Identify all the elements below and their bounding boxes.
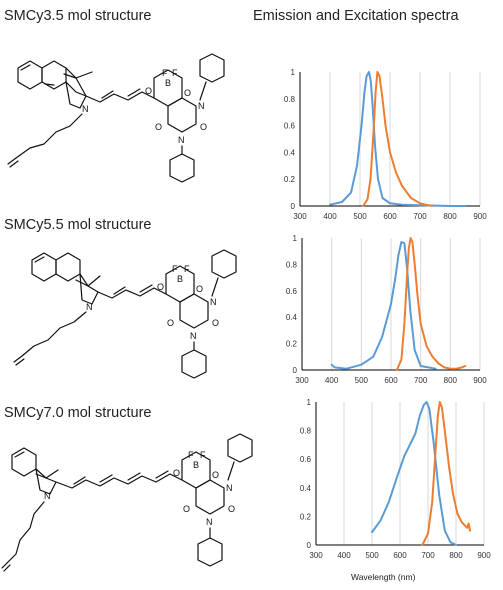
- x-tick-label-2-300: 300: [295, 376, 309, 385]
- atom-b-2: B: [177, 274, 183, 284]
- atom-o-10: O: [212, 470, 219, 480]
- atom-o-12: O: [183, 504, 190, 514]
- x-tick-label-3-600: 600: [393, 551, 407, 560]
- atom-n-7: N: [44, 491, 51, 501]
- x-tick-label-1-800: 800: [443, 212, 457, 221]
- atom-n-1: N: [82, 104, 89, 114]
- atom-f-3: F: [172, 264, 178, 274]
- y-tick-label-1-0.4: 0.4: [284, 148, 296, 157]
- atom-b-3: B: [193, 460, 199, 470]
- atom-o-7: O: [212, 318, 219, 328]
- spectra-title: Emission and Excitation spectra: [253, 8, 459, 24]
- x-tick-label-3-900: 900: [477, 551, 491, 560]
- atom-o-6: O: [196, 284, 203, 294]
- atom-n-5: N: [210, 297, 217, 307]
- atom-n-2: N: [198, 101, 205, 111]
- x-tick-label-1-600: 600: [383, 212, 397, 221]
- y-tick-label-2-0: 0: [293, 366, 298, 375]
- x-tick-label-1-900: 900: [473, 212, 487, 221]
- atom-f-1: F: [162, 68, 168, 78]
- x-tick-label-1-500: 500: [353, 212, 367, 221]
- x-tick-label-3-500: 500: [365, 551, 379, 560]
- atom-f-5: F: [188, 450, 194, 460]
- atom-n-3: N: [178, 135, 185, 145]
- atom-o-2: O: [184, 88, 191, 98]
- y-tick-label-2-0.2: 0.2: [286, 340, 298, 349]
- x-tick-label-2-600: 600: [384, 376, 398, 385]
- x-tick-label-2-900: 900: [473, 376, 487, 385]
- y-tick-label-2-1: 1: [293, 234, 298, 243]
- series-line-1-1: [329, 71, 466, 207]
- atom-b-1: B: [165, 78, 171, 88]
- x-tick-label-2-400: 400: [325, 376, 339, 385]
- x-tick-label-1-700: 700: [413, 212, 427, 221]
- atom-o-4: O: [155, 122, 162, 132]
- series-line-2-2: [395, 237, 467, 371]
- y-tick-label-1-0.6: 0.6: [284, 122, 296, 131]
- structure-title-1: SMCy3.5 mol structure: [4, 8, 152, 24]
- y-tick-label-2-0.4: 0.4: [286, 313, 298, 322]
- series-line-3-2: [421, 401, 471, 546]
- structure-title-3: SMCy7.0 mol structure: [4, 405, 152, 421]
- structure-title-2: SMCy5.5 mol structure: [4, 217, 152, 233]
- series-line-1-2: [362, 71, 433, 207]
- x-axis-title: Wavelength (nm): [351, 572, 416, 582]
- x-tick-label-3-400: 400: [337, 551, 351, 560]
- y-tick-label-3-0.2: 0.2: [300, 512, 312, 521]
- y-tick-label-2-0.8: 0.8: [286, 260, 298, 269]
- molecule-smcy55: N F F B O O N O N O: [13, 249, 237, 379]
- atom-o-5: O: [157, 282, 164, 292]
- atom-n-6: N: [190, 331, 197, 341]
- y-tick-label-1-0.2: 0.2: [284, 175, 296, 184]
- atom-f-6: F: [200, 450, 206, 460]
- atom-o-11: O: [228, 504, 235, 514]
- x-tick-label-3-300: 300: [309, 551, 323, 560]
- atom-f-2: F: [172, 68, 178, 78]
- series-line-3-1: [371, 401, 457, 546]
- y-tick-label-1-0.8: 0.8: [284, 95, 296, 104]
- x-tick-label-2-500: 500: [355, 376, 369, 385]
- y-tick-label-2-0.6: 0.6: [286, 287, 298, 296]
- atom-o-1: O: [145, 86, 152, 96]
- x-tick-label-3-800: 800: [449, 551, 463, 560]
- y-tick-label-3-0: 0: [307, 541, 312, 550]
- y-tick-label-1-0: 0: [291, 202, 296, 211]
- molecule-smcy35: N F F B O O N O N O: [7, 53, 225, 183]
- atom-n-4: N: [86, 302, 93, 312]
- x-tick-label-1-400: 400: [323, 212, 337, 221]
- series-line-2-1: [330, 241, 437, 370]
- atom-o-3: O: [200, 122, 207, 132]
- atom-n-9: N: [206, 517, 213, 527]
- y-tick-label-3-1: 1: [307, 398, 312, 407]
- x-tick-label-2-700: 700: [414, 376, 428, 385]
- atom-o-8: O: [167, 318, 174, 328]
- x-tick-label-1-300: 300: [293, 212, 307, 221]
- x-tick-label-3-700: 700: [421, 551, 435, 560]
- atom-o-9: O: [173, 468, 180, 478]
- y-tick-label-3-0.6: 0.6: [300, 455, 312, 464]
- molecule-smcy70: N F F B O O N O N O: [1, 433, 253, 572]
- y-tick-label-3-0.8: 0.8: [300, 427, 312, 436]
- atom-f-4: F: [184, 264, 190, 274]
- x-tick-label-2-800: 800: [444, 376, 458, 385]
- y-tick-label-1-1: 1: [291, 68, 296, 77]
- atom-n-8: N: [226, 483, 233, 493]
- y-tick-label-3-0.4: 0.4: [300, 484, 312, 493]
